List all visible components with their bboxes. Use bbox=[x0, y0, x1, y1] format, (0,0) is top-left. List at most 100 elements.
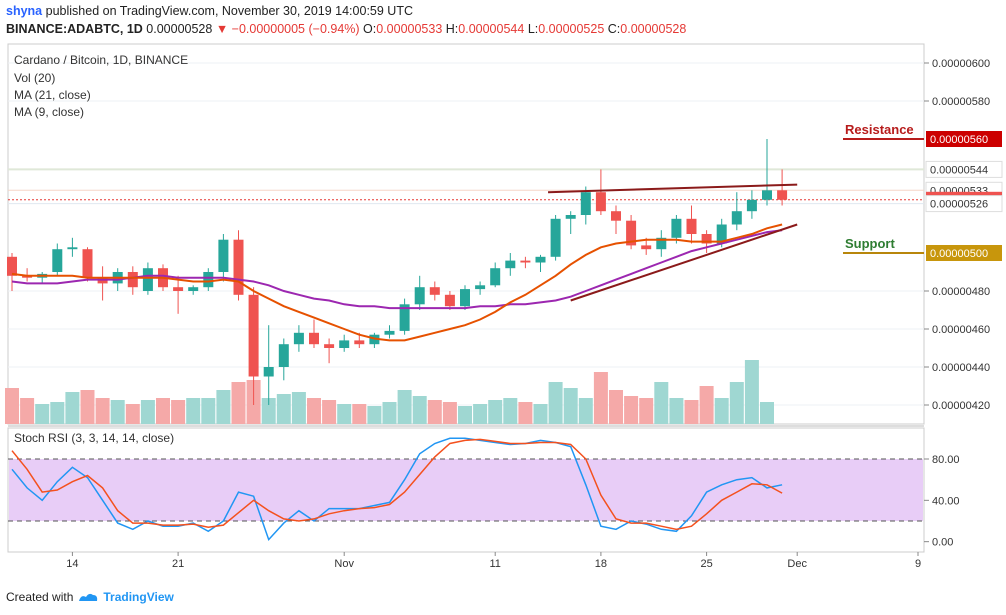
candle-body bbox=[777, 190, 788, 200]
candle-body bbox=[671, 218, 682, 238]
stoch-d-line bbox=[11, 438, 783, 531]
candle-body bbox=[354, 340, 365, 345]
ma21-line bbox=[11, 223, 783, 342]
volume-bar bbox=[654, 382, 669, 424]
resistance-trendline bbox=[548, 183, 798, 194]
close-value: 0.00000528 bbox=[620, 22, 687, 36]
last-price: 0.00000528 bbox=[146, 22, 213, 36]
created-with-text: Created with bbox=[6, 590, 74, 604]
volume-bar bbox=[156, 398, 170, 424]
candle-body bbox=[384, 330, 395, 335]
volume-bar bbox=[518, 402, 533, 424]
volume-bar bbox=[231, 382, 246, 424]
volume-bar bbox=[699, 386, 714, 424]
candle-body bbox=[550, 218, 561, 257]
legend-title: Cardano / Bitcoin, 1D, BINANCE bbox=[14, 53, 189, 67]
volume-bar bbox=[427, 400, 442, 424]
rsi-tick-label: 80.00 bbox=[932, 454, 960, 466]
low-label: L: bbox=[527, 22, 539, 36]
volume-bar bbox=[186, 398, 201, 424]
volume-bar bbox=[397, 390, 412, 424]
candle-body bbox=[656, 237, 667, 250]
publisher-username[interactable]: shyna bbox=[6, 4, 43, 18]
rsi-band bbox=[9, 459, 923, 521]
volume-bar bbox=[291, 392, 306, 424]
candle-body bbox=[203, 272, 214, 288]
volume-bar bbox=[639, 398, 654, 424]
candle-body bbox=[762, 190, 772, 200]
candle-body bbox=[248, 294, 259, 377]
volume-bar bbox=[533, 404, 548, 424]
volume-bar bbox=[216, 390, 231, 424]
candle-body bbox=[535, 256, 546, 263]
volume-bar bbox=[110, 400, 125, 424]
volume-bar bbox=[140, 400, 155, 424]
volume-bar bbox=[548, 382, 563, 424]
candle-body bbox=[686, 218, 697, 234]
price-tag-plain bbox=[925, 160, 1003, 178]
volume-bar bbox=[609, 390, 623, 424]
symbol-line: BINANCE:ADABTC, 1D 0.00000528 ▼ −0.00000… bbox=[6, 22, 686, 36]
candle-body bbox=[414, 287, 425, 305]
low-value: 0.00000525 bbox=[538, 22, 605, 36]
stoch-k-line bbox=[11, 437, 783, 542]
support-trendline bbox=[570, 223, 798, 302]
price-tag-label: 0.00000500 bbox=[930, 248, 988, 260]
candle-body bbox=[263, 367, 274, 377]
footer: Created with TradingView bbox=[6, 590, 174, 604]
volume-bar bbox=[669, 398, 684, 424]
candle-body bbox=[67, 247, 78, 250]
legend-ma21[interactable]: MA (21, close) bbox=[14, 88, 91, 102]
candle-body bbox=[460, 289, 470, 307]
volume-bar bbox=[563, 388, 578, 424]
candle-body bbox=[399, 304, 410, 331]
price-tick-label: 0.00000600 bbox=[932, 58, 990, 70]
candle-body bbox=[565, 215, 576, 219]
candle-body bbox=[218, 239, 229, 272]
tradingview-brand[interactable]: TradingView bbox=[103, 590, 174, 604]
candle-body bbox=[731, 211, 742, 225]
candle-body bbox=[188, 287, 199, 291]
time-tick-label: 11 bbox=[489, 558, 500, 570]
price-change: ▼ −0.00000005 (−0.94%) bbox=[215, 22, 360, 36]
legend-stoch-rsi[interactable]: Stoch RSI (3, 3, 14, 14, close) bbox=[14, 431, 175, 445]
legend-volume[interactable]: Vol (20) bbox=[14, 71, 56, 85]
candle-body bbox=[611, 211, 621, 221]
volume-bar bbox=[714, 398, 729, 424]
price-tick-label: 0.00000460 bbox=[932, 324, 990, 336]
candle-body bbox=[293, 332, 304, 345]
candle-body bbox=[429, 287, 440, 295]
time-tick-label: Dec bbox=[787, 558, 807, 570]
price-tag-label: 0.00000544 bbox=[930, 164, 988, 176]
volume-bar bbox=[307, 398, 321, 424]
volume-bar bbox=[488, 400, 503, 424]
volume-bar bbox=[760, 402, 774, 424]
high-value: 0.00000544 bbox=[458, 22, 525, 36]
volume-bar bbox=[201, 398, 216, 424]
candle-body bbox=[52, 249, 63, 272]
candle-body bbox=[339, 340, 350, 348]
candle-body bbox=[580, 192, 591, 215]
open-value: 0.00000533 bbox=[376, 22, 443, 36]
price-chart[interactable]: 0.00000600 0.00000580 0.00000480 0.00000460… bbox=[0, 0, 1006, 588]
volume-bar bbox=[65, 392, 80, 424]
volume-bar bbox=[473, 404, 488, 424]
candle-body bbox=[82, 249, 93, 278]
volume-bar bbox=[624, 396, 639, 424]
volume-bar bbox=[337, 404, 352, 424]
price-tag-resistance bbox=[926, 131, 1002, 147]
candle-body bbox=[490, 268, 501, 286]
rsi-tick-label: 40.00 bbox=[932, 495, 960, 507]
rsi-tick-label: 0.00 bbox=[932, 537, 953, 549]
volume-bar bbox=[442, 402, 457, 424]
legend-ma9[interactable]: MA (9, close) bbox=[14, 105, 85, 119]
candle-body bbox=[233, 239, 244, 295]
price-tag-label: 0.00000560 bbox=[930, 134, 988, 146]
volume-bar bbox=[382, 402, 397, 424]
candle-body bbox=[505, 260, 516, 269]
volume-bar bbox=[744, 360, 759, 424]
price-tick-label: 0.00000480 bbox=[932, 286, 990, 298]
volume-bar bbox=[276, 394, 291, 424]
volume-bar bbox=[593, 372, 608, 424]
candle-body bbox=[626, 220, 637, 246]
